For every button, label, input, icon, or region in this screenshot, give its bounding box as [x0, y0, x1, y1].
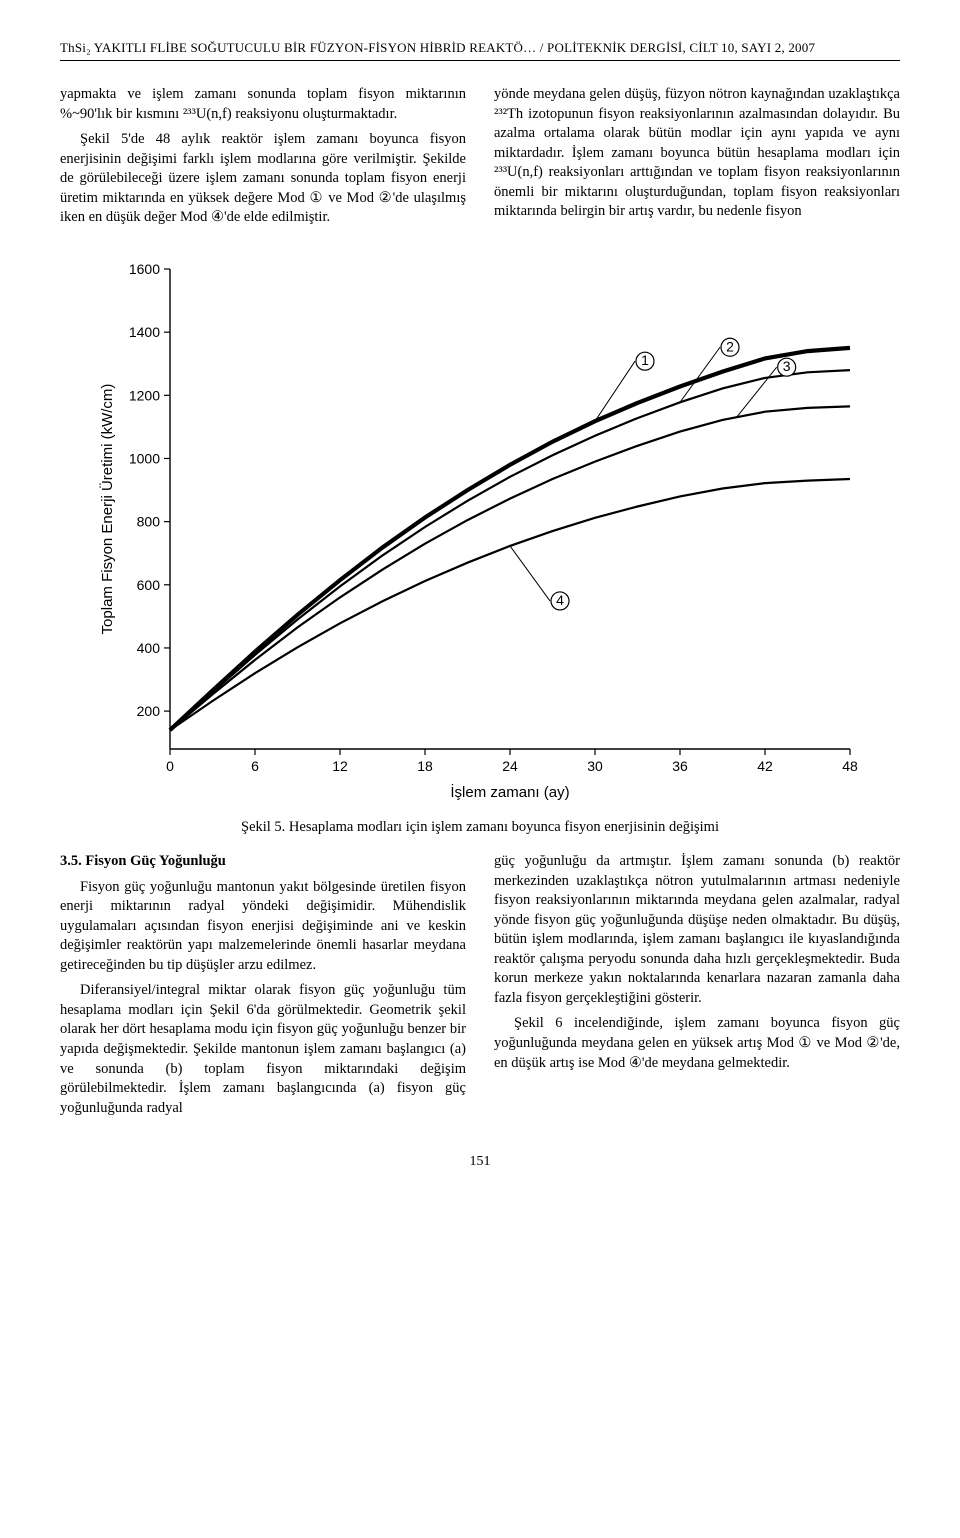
- svg-text:1200: 1200: [129, 387, 160, 403]
- svg-text:1600: 1600: [129, 261, 160, 277]
- svg-text:200: 200: [137, 703, 161, 719]
- paragraph: Şekil 5'de 48 aylık reaktör işlem zamanı…: [60, 130, 466, 228]
- svg-text:18: 18: [417, 758, 433, 774]
- svg-text:24: 24: [502, 758, 518, 774]
- running-head-left: ThSi₂ YAKITLI FLİBE SOĞUTUCULU BİR FÜZYO…: [60, 40, 536, 55]
- paragraph: yönde meydana gelen düşüş, füzyon nötron…: [494, 85, 900, 222]
- page-number: 151: [60, 1154, 900, 1170]
- svg-text:800: 800: [137, 514, 161, 530]
- page: ThSi₂ YAKITLI FLİBE SOĞUTUCULU BİR FÜZYO…: [0, 0, 960, 1220]
- paragraph: Şekil 6 incelendiğinde, işlem zamanı boy…: [494, 1014, 900, 1073]
- svg-text:48: 48: [842, 758, 858, 774]
- svg-text:12: 12: [332, 758, 348, 774]
- paragraph: Fisyon güç yoğunluğu mantonun yakıt bölg…: [60, 878, 466, 976]
- head-rule: [60, 60, 900, 61]
- bottom-columns: 3.5. Fisyon Güç Yoğunluğu Fisyon güç yoğ…: [60, 852, 900, 1118]
- svg-text:30: 30: [587, 758, 603, 774]
- svg-text:1000: 1000: [129, 450, 160, 466]
- running-head-right: / POLİTEKNİK DERGİSİ, CİLT 10, SAYI 2, 2…: [536, 40, 815, 55]
- svg-text:6: 6: [251, 758, 259, 774]
- running-head: ThSi₂ YAKITLI FLİBE SOĞUTUCULU BİR FÜZYO…: [60, 40, 900, 56]
- svg-text:400: 400: [137, 640, 161, 656]
- fission-energy-chart: 2004006008001000120014001600061218243036…: [90, 249, 870, 809]
- svg-text:4: 4: [556, 592, 564, 608]
- section-title: 3.5. Fisyon Güç Yoğunluğu: [60, 852, 466, 872]
- figure-caption: Şekil 5. Hesaplama modları için işlem za…: [60, 819, 900, 836]
- svg-text:42: 42: [757, 758, 773, 774]
- svg-text:2: 2: [726, 338, 734, 354]
- svg-text:İşlem zamanı (ay): İşlem zamanı (ay): [450, 783, 569, 801]
- svg-text:1: 1: [641, 352, 649, 368]
- paragraph: güç yoğunluğu da artmıştır. İşlem zamanı…: [494, 852, 900, 1009]
- svg-text:3: 3: [783, 358, 791, 374]
- svg-text:36: 36: [672, 758, 688, 774]
- svg-text:600: 600: [137, 577, 161, 593]
- svg-text:Toplam Fisyon Enerji Üretimi: Toplam Fisyon Enerji Üretimi (kW/cm): [98, 384, 116, 635]
- top-columns: yapmakta ve işlem zamanı sonunda toplam …: [60, 85, 900, 231]
- paragraph: yapmakta ve işlem zamanı sonunda toplam …: [60, 85, 466, 124]
- svg-text:1400: 1400: [129, 324, 160, 340]
- figure-5: 2004006008001000120014001600061218243036…: [60, 249, 900, 809]
- svg-text:0: 0: [166, 758, 174, 774]
- paragraph: Diferansiyel/integral miktar olarak fisy…: [60, 981, 466, 1118]
